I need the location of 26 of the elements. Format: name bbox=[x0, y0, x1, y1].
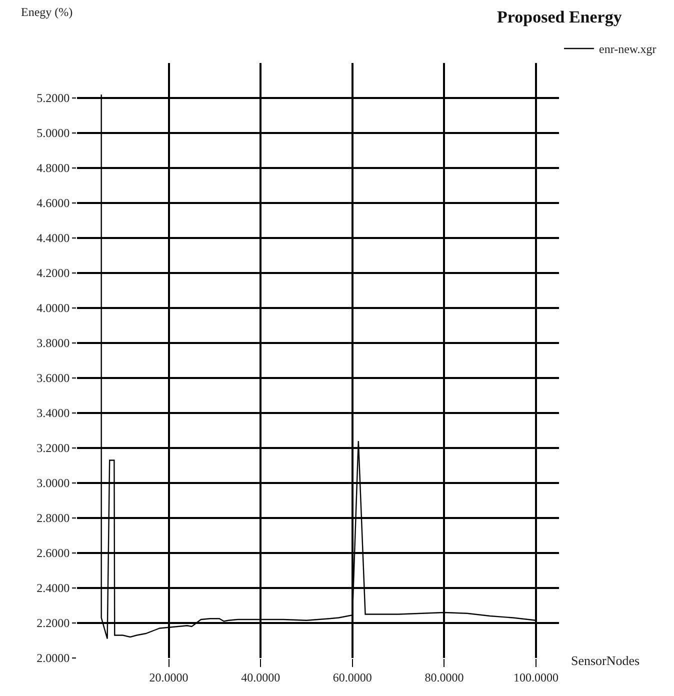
chart-title: Proposed Energy bbox=[497, 7, 622, 26]
y-tick-label: 5.0000 bbox=[36, 126, 70, 140]
y-tick-label: 4.0000 bbox=[36, 301, 70, 316]
y-tick-label: 4.4000 bbox=[36, 231, 70, 246]
y-tick-label: 4.2000 bbox=[36, 266, 70, 280]
x-tick-label: 60.0000 bbox=[332, 670, 372, 684]
y-tick-label: 3.0000 bbox=[36, 476, 70, 490]
x-tick-label: 20.0000 bbox=[149, 670, 188, 684]
y-tick-label: 3.8000 bbox=[36, 336, 70, 350]
x-tick-label: 100.0000 bbox=[514, 670, 559, 684]
y-tick-label: 5.2000 bbox=[36, 91, 70, 106]
x-tick-label: 80.0000 bbox=[424, 670, 464, 684]
y-tick-label: 2.4000 bbox=[36, 581, 70, 596]
y-tick-label: 3.4000 bbox=[36, 406, 70, 420]
y-tick-label: 2.2000 bbox=[36, 616, 70, 630]
legend-label: enr-new.xgr bbox=[599, 42, 656, 56]
y-tick-label: 3.6000 bbox=[36, 371, 70, 386]
x-axis-title: SensorNodes bbox=[571, 653, 640, 668]
y-tick-label: 3.2000 bbox=[36, 441, 70, 456]
y-tick-label: 2.6000 bbox=[36, 546, 70, 560]
y-tick-label: 4.8000 bbox=[36, 161, 70, 176]
y-tick-label: 4.6000 bbox=[36, 196, 70, 210]
y-tick-label: 2.0000 bbox=[36, 651, 70, 666]
y-tick-label: 2.8000 bbox=[36, 511, 70, 526]
x-tick-label: 40.0000 bbox=[241, 670, 280, 684]
y-axis-title: Enegy (%) bbox=[21, 5, 73, 19]
